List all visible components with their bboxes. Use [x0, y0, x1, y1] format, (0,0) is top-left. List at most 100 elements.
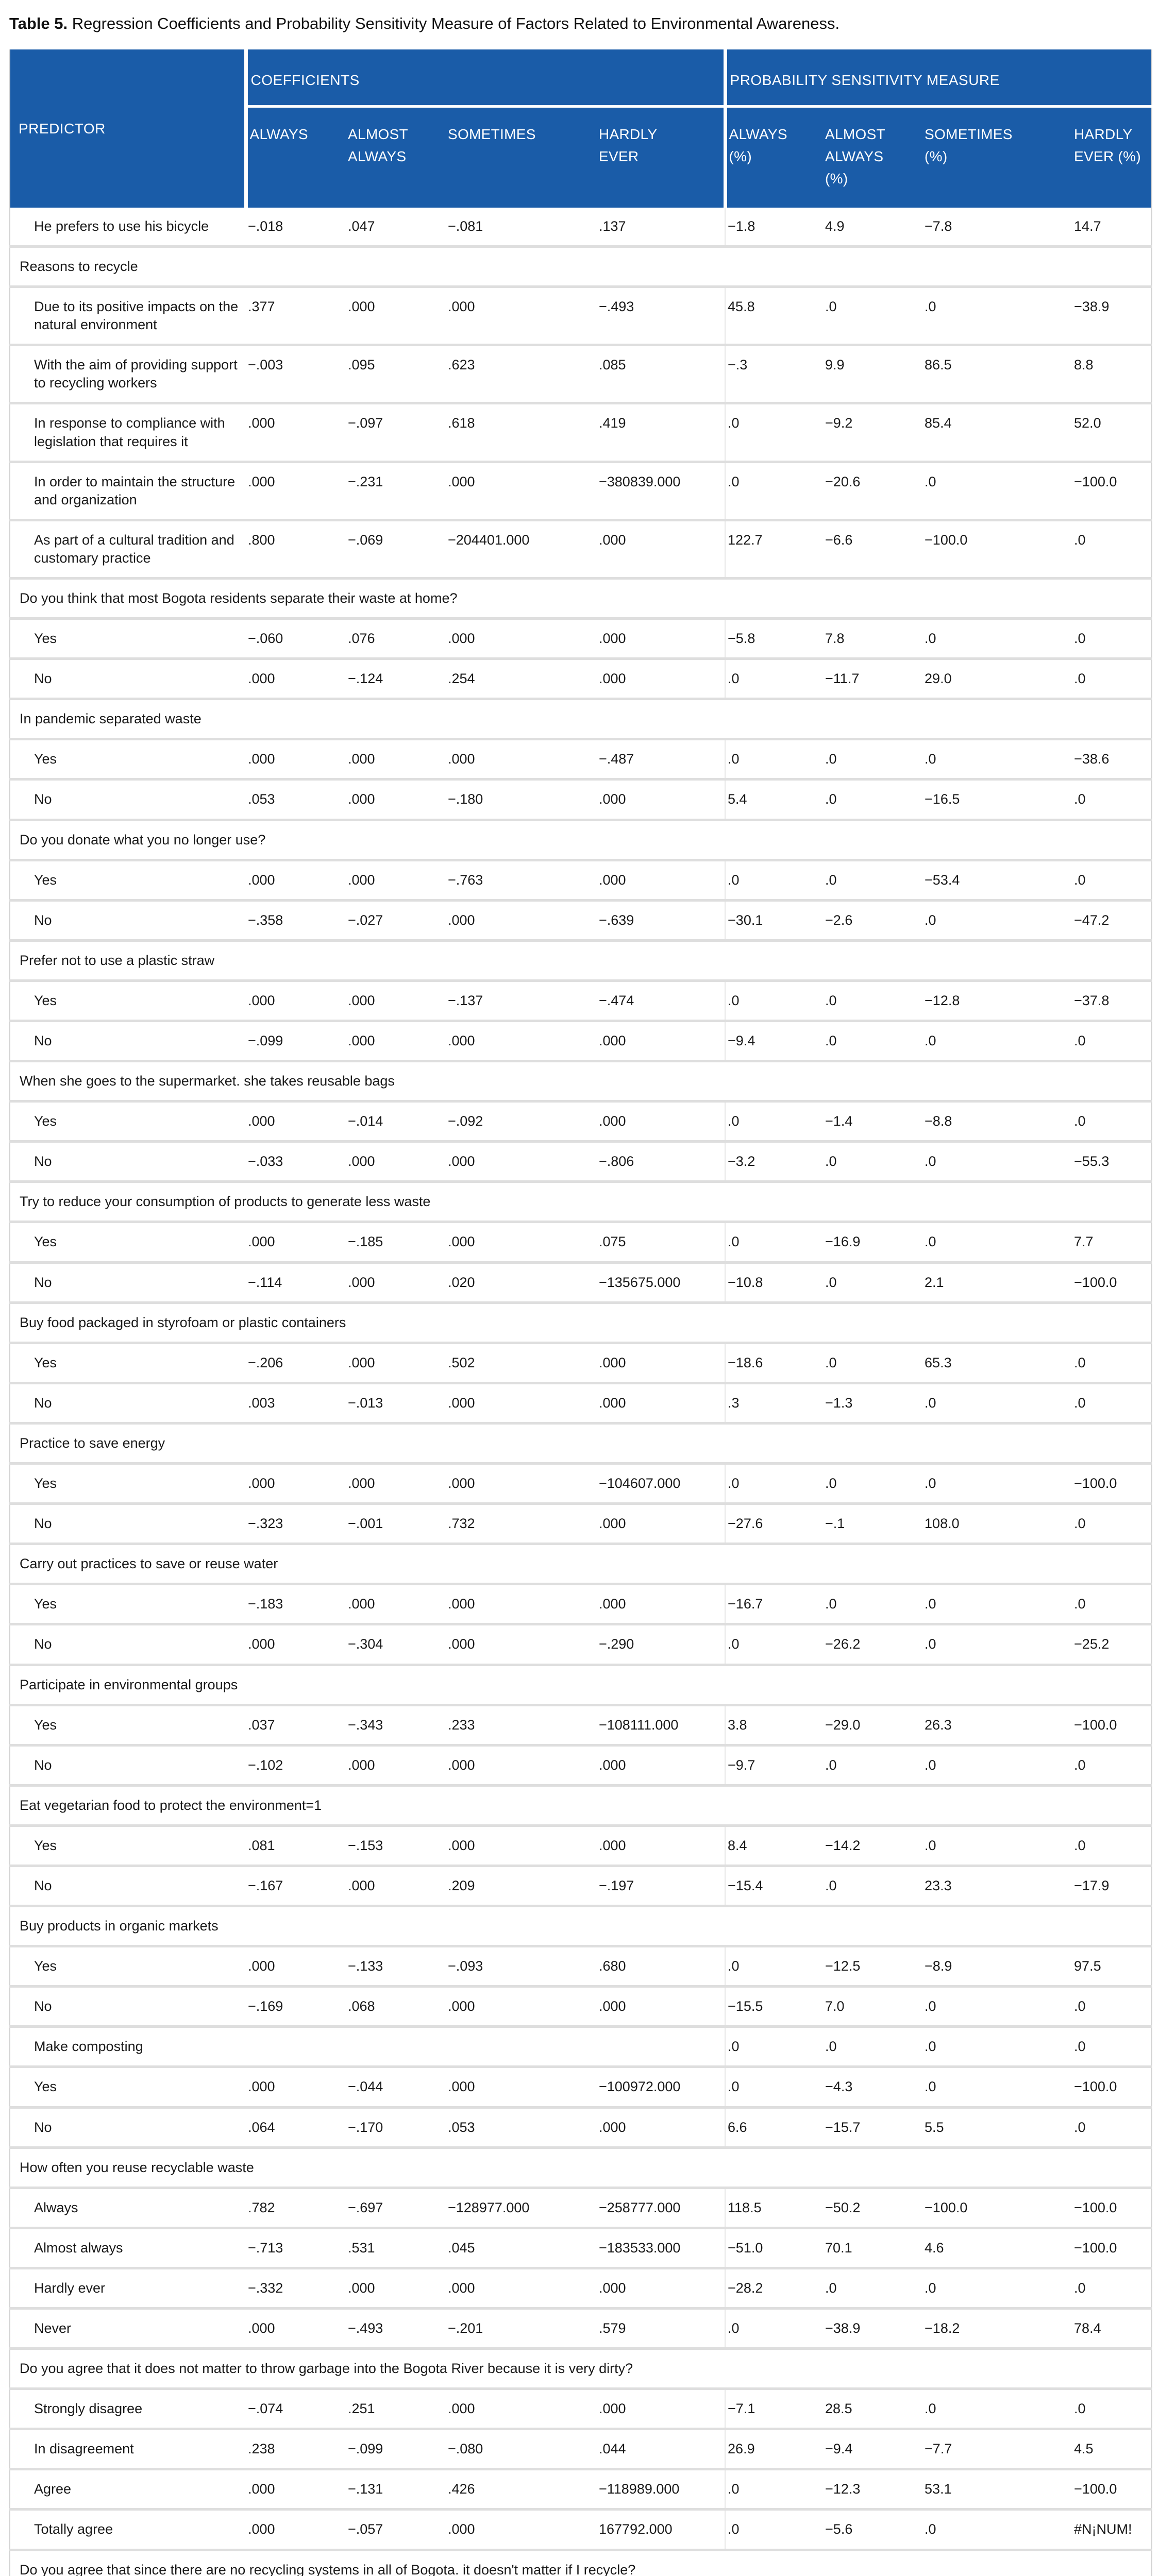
psm-sometimes-cell: .0: [922, 1463, 1072, 1505]
psm-hardly-ever-cell: .0: [1072, 1101, 1152, 1143]
psm-always-cell: 8.4: [725, 1825, 824, 1867]
psm-hardly-ever-cell: #N¡NUM!: [1072, 2509, 1152, 2551]
table-row: Yes .081 −.153.000.000 8.4 −14.2.0.0: [10, 1825, 1152, 1867]
coef-sometimes-cell: .000: [446, 1021, 597, 1063]
coef-almost-always-cell: −.304: [346, 1624, 446, 1666]
psm-almost-always-cell: −1.4: [823, 1101, 923, 1143]
coef-hardly-ever-cell: .000: [597, 1986, 726, 2028]
coef-almost-always-cell: −.027: [346, 900, 446, 942]
table-row: No −.099.000.000.000 −9.4.0.0.0: [10, 1021, 1152, 1063]
coef-almost-always-cell: .000: [346, 286, 446, 347]
coef-always-cell: .800: [246, 520, 346, 580]
coef-hardly-ever-cell: .075: [597, 1222, 726, 1264]
coef-always-cell: .000: [246, 980, 346, 1023]
section-row: Do you think that most Bogota residents …: [10, 578, 1152, 620]
coef-hardly-ever-cell: .579: [597, 2308, 726, 2350]
section-row: Reasons to recycle: [10, 246, 1152, 289]
coef-hardly-ever-cell: .000: [597, 520, 726, 580]
coef-almost-always-cell: −.133: [346, 1946, 446, 1988]
coef-always-cell: −.003: [246, 345, 346, 405]
coef-sometimes-cell: .000: [446, 2066, 597, 2109]
psm-hardly-ever-cell: .0: [1072, 1825, 1152, 1867]
psm-sometimes-cell: .0: [922, 1986, 1072, 2028]
psm-almost-always-cell: −16.9: [823, 1222, 923, 1264]
coef-almost-always-cell: −.153: [346, 1825, 446, 1867]
coef-almost-always-cell: −.057: [346, 2509, 446, 2551]
coef-hardly-ever-cell: .000: [597, 1343, 726, 1384]
predictor-cell: Yes: [10, 1101, 246, 1143]
coef-almost-always-cell: .251: [346, 2388, 446, 2431]
section-label: How often you reuse recyclable waste: [10, 2147, 1152, 2189]
table-row: With the aim of providing support to rec…: [10, 345, 1152, 405]
psm-always-cell: −28.2: [725, 2268, 824, 2310]
predictor-cell: No: [10, 779, 246, 821]
coef-always-cell: −.060: [246, 618, 346, 660]
psm-sometimes-cell: .0: [922, 1745, 1072, 1787]
table-row: No .000 −.304.000 −.290.0 −26.2.0 −25.2: [10, 1624, 1152, 1666]
predictor-cell: No: [10, 658, 246, 701]
psm-hardly-ever-cell: .0: [1072, 2026, 1152, 2069]
coef-almost-always-cell: [346, 2026, 446, 2069]
coef-almost-always-cell: −.099: [346, 2429, 446, 2471]
psm-hardly-ever-cell: .0: [1072, 618, 1152, 660]
coef-always-cell: .081: [246, 1825, 346, 1867]
coef-almost-always-cell: .095: [346, 345, 446, 405]
predictor-cell: Yes: [10, 1584, 246, 1626]
coef-hardly-ever-cell: .000: [597, 2388, 726, 2431]
coef-sometimes-cell: .000: [446, 739, 597, 781]
psm-sometimes-cell: .0: [922, 1141, 1072, 1183]
psm-almost-always-cell: −11.7: [823, 658, 923, 701]
psm-sometimes-cell: 108.0: [922, 1503, 1072, 1546]
psm-almost-always-cell: 70.1: [823, 2228, 923, 2269]
coef-sometimes-cell: −128977.000: [446, 2188, 597, 2229]
coef-sometimes-cell: −204401.000: [446, 520, 597, 580]
coef-almost-always-cell: .000: [346, 1021, 446, 1063]
psm-always-cell: −15.5: [725, 1986, 824, 2028]
table-row: Totally agree .000 −.057.000 167792.000.0 −5…: [10, 2509, 1152, 2551]
psm-always-cell: 5.4: [725, 779, 824, 821]
psm-sometimes-cell: .0: [922, 2066, 1072, 2109]
section-label: Buy food packaged in styrofoam or plasti…: [10, 1302, 1152, 1344]
coef-sometimes-cell: .254: [446, 658, 597, 701]
section-row: Prefer not to use a plastic straw: [10, 940, 1152, 982]
psm-hardly-ever-cell: .0: [1072, 1584, 1152, 1626]
predictor-cell: Yes: [10, 980, 246, 1023]
column-header-coef-almost-always: ALMOST ALWAYS: [346, 106, 446, 208]
table-row: He prefers to use his bicycle −.018.047 −.…: [10, 207, 1152, 248]
psm-hardly-ever-cell: 7.7: [1072, 1222, 1152, 1264]
coef-almost-always-cell: −.014: [346, 1101, 446, 1143]
coef-hardly-ever-cell: .000: [597, 1825, 726, 1867]
section-row: Practice to save energy: [10, 1423, 1152, 1465]
psm-always-cell: 122.7: [725, 520, 824, 580]
coef-almost-always-cell: .000: [346, 980, 446, 1023]
psm-almost-always-cell: .0: [823, 1141, 923, 1183]
psm-sometimes-cell: .0: [922, 1021, 1072, 1063]
section-label: Participate in environmental groups: [10, 1665, 1152, 1706]
coef-always-cell: −.099: [246, 1021, 346, 1063]
section-label: Prefer not to use a plastic straw: [10, 940, 1152, 982]
table-row: As part of a cultural tradition and cust…: [10, 520, 1152, 580]
coef-almost-always-cell: .076: [346, 618, 446, 660]
section-label: Do you agree that since there are no rec…: [10, 2550, 1152, 2576]
table-row: No −.167.000.209 −.197 −15.4.0 23.3 −17.9: [10, 1866, 1152, 1908]
coef-always-cell: .782: [246, 2188, 346, 2229]
predictor-cell: No: [10, 1624, 246, 1666]
psm-always-cell: −15.4: [725, 1866, 824, 1908]
psm-always-cell: .0: [725, 1101, 824, 1143]
psm-hardly-ever-cell: −100.0: [1072, 1705, 1152, 1747]
predictor-cell: No: [10, 1141, 246, 1183]
predictor-cell: No: [10, 1986, 246, 2028]
predictor-cell: Yes: [10, 860, 246, 902]
table-row: Yes −.183.000.000.000 −16.7.0.0.0: [10, 1584, 1152, 1626]
column-header-psm-always: ALWAYS (%): [723, 106, 824, 208]
coef-sometimes-cell: .426: [446, 2469, 597, 2511]
coef-sometimes-cell: .000: [446, 1986, 597, 2028]
coef-almost-always-cell: .531: [346, 2228, 446, 2269]
psm-always-cell: −9.4: [725, 1021, 824, 1063]
psm-almost-always-cell: .0: [823, 860, 923, 902]
coef-sometimes-cell: .000: [446, 462, 597, 521]
psm-always-cell: .0: [725, 1624, 824, 1666]
predictor-cell: Yes: [10, 618, 246, 660]
psm-almost-always-cell: .0: [823, 2268, 923, 2310]
coef-hardly-ever-cell: −.639: [597, 900, 726, 942]
